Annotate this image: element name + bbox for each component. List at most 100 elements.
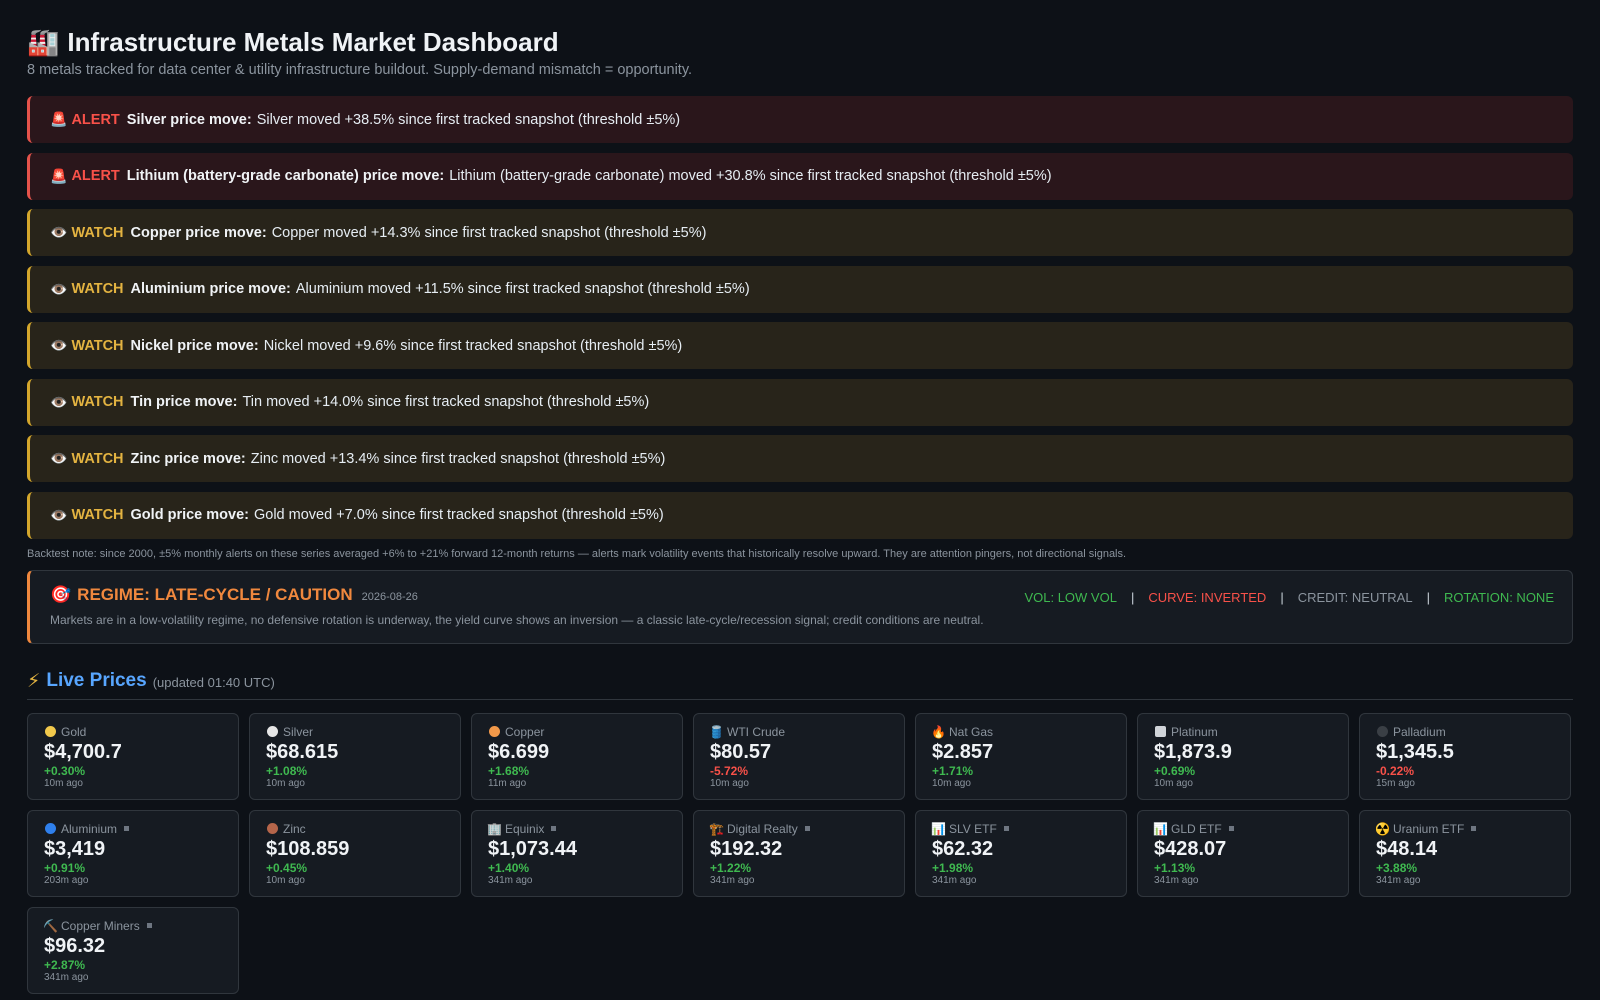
price-change: +0.91% xyxy=(44,860,86,875)
price-card[interactable]: ☢️ Uranium ETF $48.14 +3.88% 341m ago xyxy=(1359,809,1571,897)
price-card[interactable]: Silver $68.615 +1.08% 10m ago xyxy=(249,712,461,800)
bar-chart-icon: 📊 xyxy=(931,821,946,836)
alert-row[interactable]: 🚨 ALERT Lithium (battery-grade carbonate) … xyxy=(27,152,1573,200)
price-card[interactable]: Gold $4,700.7 +0.30% 10m ago xyxy=(27,712,239,800)
regime-title: 🎯 REGIME: LATE-CYCLE / CAUTION xyxy=(50,585,353,605)
live-prices-header: ⚡ Live Prices (updated 01:40 UTC) xyxy=(27,670,1573,700)
price-card-label: 🛢️ WTI Crude xyxy=(709,725,888,739)
price-card[interactable]: Zinc $108.859 +0.45% 10m ago xyxy=(249,809,461,897)
price-value: $62.32 xyxy=(932,837,994,860)
alert-tag: 👁️ WATCH xyxy=(50,337,124,354)
eye-icon: 👁️ xyxy=(50,224,68,240)
price-change: +1.71% xyxy=(932,763,974,778)
alert-tag: 👁️ WATCH xyxy=(50,224,124,241)
alert-list: 🚨 ALERT Silver price move: Silver moved +38… xyxy=(27,96,1573,539)
alert-headline: Silver price move: xyxy=(126,111,252,128)
alert-row[interactable]: 👁️ WATCH Aluminium price move: Aluminium mo… xyxy=(27,265,1573,313)
price-card-label: Silver xyxy=(266,725,444,739)
regime-date: 2026-08-26 xyxy=(361,590,418,603)
price-card-label: ⛏️ Copper Miners xyxy=(43,918,222,933)
price-card[interactable]: Aluminium $3,419 +0.91% 203m ago xyxy=(27,809,239,897)
eye-icon: 👁️ xyxy=(50,450,68,466)
white-square-icon xyxy=(1154,725,1167,738)
backtest-note: Backtest note: since 2000, ±5% monthly a… xyxy=(27,547,1127,560)
regime-panel: 🎯 REGIME: LATE-CYCLE / CAUTION 2026-08-2… xyxy=(27,569,1573,644)
regime-title-text: REGIME: LATE-CYCLE / CAUTION xyxy=(77,584,353,604)
price-value: $68.615 xyxy=(266,740,339,763)
price-age: 341m ago xyxy=(488,874,533,886)
alert-tag: 👁️ WATCH xyxy=(50,394,124,411)
price-age: 341m ago xyxy=(710,874,755,886)
alert-row[interactable]: 👁️ WATCH Tin price move: Tin moved +14.0% s… xyxy=(27,378,1573,426)
target-icon: 🎯 xyxy=(50,584,72,604)
price-card-name: Nat Gas xyxy=(949,724,994,739)
live-prices-updated: (updated 01:40 UTC) xyxy=(152,674,275,690)
alert-text: Zinc moved +13.4% since first tracked sn… xyxy=(250,450,666,467)
price-age: 15m ago xyxy=(1376,777,1415,789)
price-card-name: Equinix xyxy=(505,821,545,836)
price-card[interactable]: Platinum $1,873.9 +0.69% 10m ago xyxy=(1137,712,1349,800)
price-card[interactable]: 🏗️ Digital Realty $192.32 +1.22% 341m ago xyxy=(693,809,905,897)
price-change: +0.30% xyxy=(44,763,86,778)
price-card-name: Platinum xyxy=(1171,724,1218,739)
indicator-separator: | xyxy=(1280,589,1284,605)
alert-row[interactable]: 👁️ WATCH Nickel price move: Nickel moved +9… xyxy=(27,322,1573,369)
price-card-label: 📊 GLD ETF xyxy=(1153,822,1332,836)
price-card[interactable]: 📊 SLV ETF $62.32 +1.98% 341m ago xyxy=(915,809,1127,897)
office-building-icon: 🏢 xyxy=(487,821,502,836)
price-change: -5.72% xyxy=(710,763,749,778)
regime-description: Markets are in a low-volatility regime, … xyxy=(50,612,984,627)
price-card-label: Palladium xyxy=(1376,725,1554,739)
stale-indicator-icon xyxy=(804,826,810,831)
alert-tag: 🚨 ALERT xyxy=(50,111,120,128)
price-change: +1.98% xyxy=(932,860,974,875)
price-card[interactable]: 📊 GLD ETF $428.07 +1.13% 341m ago xyxy=(1137,809,1349,897)
price-card[interactable]: 🏢 Equinix $1,073.44 +1.40% 341m ago xyxy=(471,809,683,897)
alert-text: Gold moved +7.0% since first tracked sna… xyxy=(253,507,664,523)
black-dot-icon xyxy=(1376,725,1389,738)
alert-tag-text: ALERT xyxy=(71,111,120,128)
alert-text: Aluminium moved +11.5% since first track… xyxy=(295,281,750,297)
indicator-separator: | xyxy=(1130,589,1135,605)
price-card[interactable]: 🛢️ WTI Crude $80.57 -5.72% 10m ago xyxy=(693,712,905,800)
fire-icon: 🔥 xyxy=(931,724,946,739)
alert-headline: Nickel price move: xyxy=(130,337,259,354)
price-grid: Gold $4,700.7 +0.30% 10m ago Silver $68.615 +1… xyxy=(27,712,1573,994)
price-card[interactable]: ⛏️ Copper Miners $96.32 +2.87% 341m ago xyxy=(27,906,239,994)
alert-tag-text: WATCH xyxy=(71,224,124,241)
alert-row[interactable]: 👁️ WATCH Gold price move: Gold moved +7.0% … xyxy=(27,491,1573,539)
price-change: +1.22% xyxy=(710,860,752,875)
price-value: $1,873.9 xyxy=(1154,740,1232,763)
price-card-label: ☢️ Uranium ETF xyxy=(1375,822,1554,836)
stale-indicator-icon xyxy=(124,826,130,831)
price-card[interactable]: Copper $6.699 +1.68% 11m ago xyxy=(471,712,683,800)
stale-indicator-icon xyxy=(146,923,152,928)
price-card-label: 🏗️ Digital Realty xyxy=(709,821,888,836)
eye-icon: 👁️ xyxy=(50,280,68,297)
price-card[interactable]: Palladium $1,345.5 -0.22% 15m ago xyxy=(1359,712,1571,800)
alert-text: Copper moved +14.3% since first tracked … xyxy=(271,224,707,241)
alert-tag-text: WATCH xyxy=(71,507,124,523)
price-value: $3,419 xyxy=(44,837,106,860)
price-value: $1,345.5 xyxy=(1376,740,1454,763)
price-change: +1.40% xyxy=(488,860,530,875)
pickaxe-icon: ⛏️ xyxy=(43,918,58,933)
alert-text: Silver moved +38.5% since first tracked … xyxy=(256,111,681,128)
silver-dot-icon xyxy=(266,725,279,738)
price-card-name: Silver xyxy=(283,724,314,739)
price-card[interactable]: 🔥 Nat Gas $2.857 +1.71% 10m ago xyxy=(915,712,1127,800)
alert-row[interactable]: 👁️ WATCH Zinc price move: Zinc moved +13.4%… xyxy=(27,435,1573,482)
alert-tag: 👁️ WATCH xyxy=(50,507,124,524)
siren-icon: 🚨 xyxy=(50,167,68,184)
price-card-name: Copper Miners xyxy=(61,918,140,933)
price-value: $2.857 xyxy=(932,740,994,763)
alert-row[interactable]: 👁️ WATCH Copper price move: Copper moved +1… xyxy=(27,209,1573,256)
page-subtitle: 8 metals tracked for data center & utili… xyxy=(27,62,693,78)
blue-dot-icon xyxy=(44,822,57,835)
alert-text: Lithium (battery-grade carbonate) moved … xyxy=(449,168,1052,184)
alert-tag: 🚨 ALERT xyxy=(50,168,120,185)
stale-indicator-icon xyxy=(1228,826,1234,831)
alert-row[interactable]: 🚨 ALERT Silver price move: Silver moved +38… xyxy=(27,96,1573,143)
live-prices-title-text: Live Prices xyxy=(46,670,147,691)
construction-crane-icon: 🏗️ xyxy=(709,821,724,836)
